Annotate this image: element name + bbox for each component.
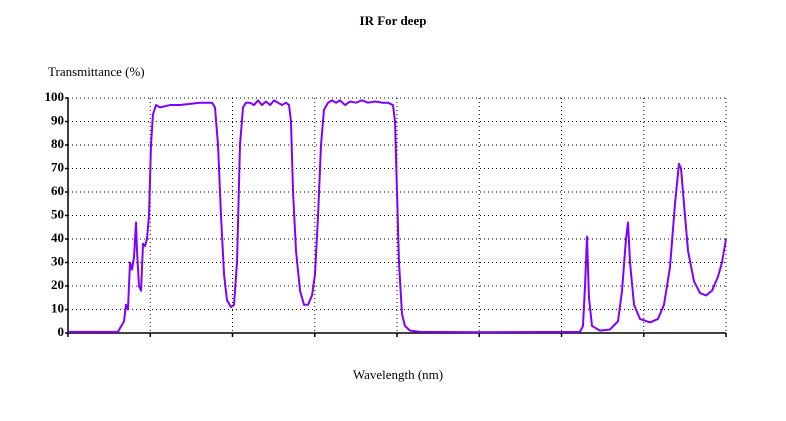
y-tick-label: 90 [51,112,64,127]
chart-title: IR For deep [360,13,427,28]
y-tick-label: 50 [51,206,64,221]
y-tick-label: 0 [58,324,65,339]
y-tick-label: 40 [51,230,64,245]
data-line [68,99,727,334]
y-tick-label: 70 [51,159,64,174]
y-tick-label: 20 [51,277,64,292]
y-tick-label: 30 [51,253,64,268]
x-axis-label: Wavelength (nm) [353,367,443,382]
y-axis-label: Transmittance (%) [48,64,145,79]
y-tick-label: 80 [51,136,64,151]
y-tick-label: 100 [45,89,65,104]
y-tick-label: 10 [51,300,64,315]
y-tick-label: 60 [51,183,64,198]
